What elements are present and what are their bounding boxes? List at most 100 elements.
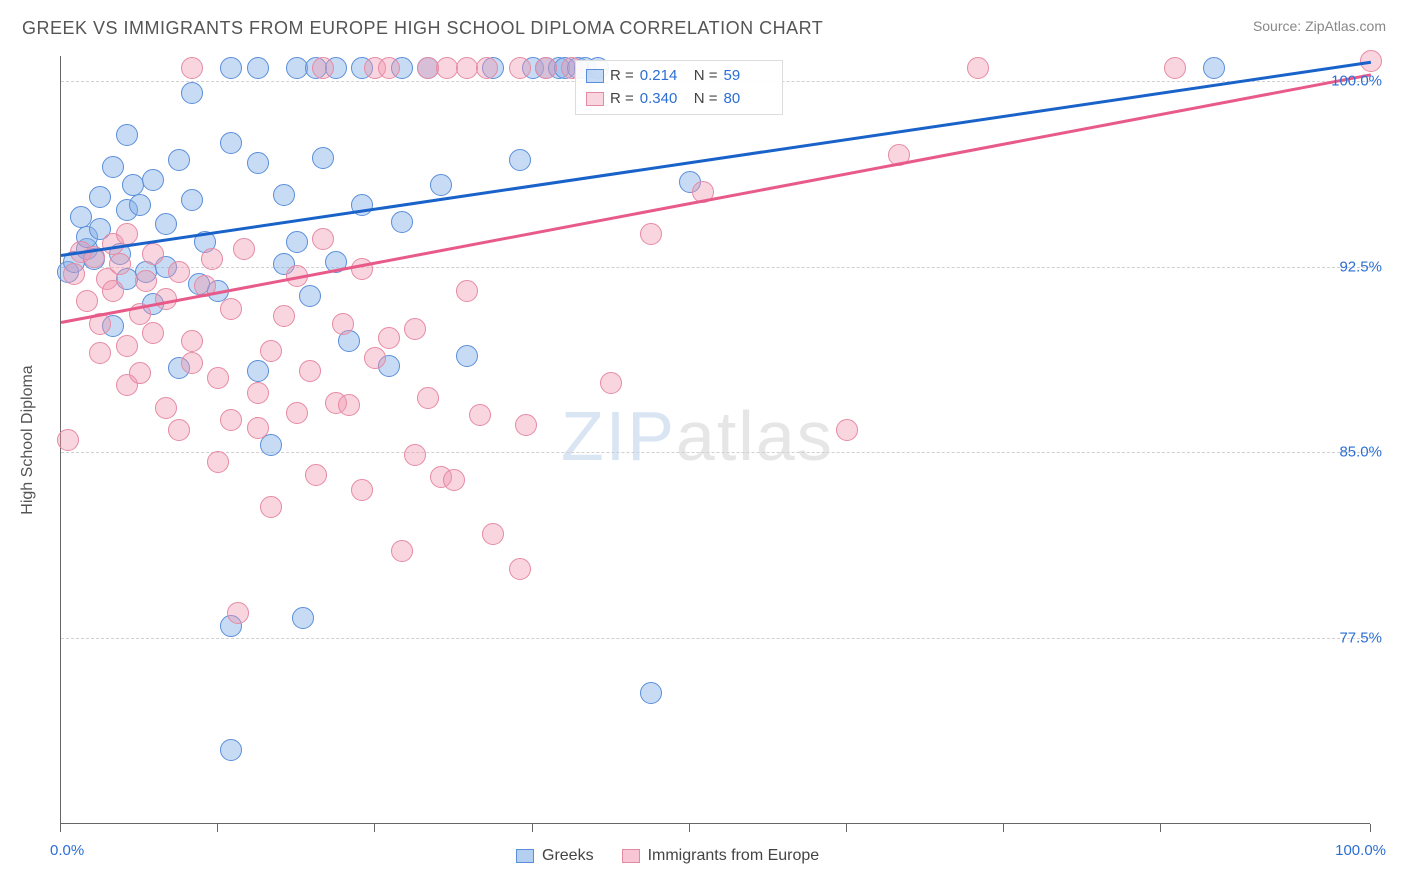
x-tick <box>1160 824 1161 832</box>
x-tick <box>532 824 533 832</box>
data-point <box>509 149 531 171</box>
legend-n-value: 59 <box>724 65 772 88</box>
x-tick <box>1003 824 1004 832</box>
chart-title: GREEK VS IMMIGRANTS FROM EUROPE HIGH SCH… <box>22 18 823 39</box>
data-point <box>299 360 321 382</box>
legend-r-label: R = <box>610 88 634 111</box>
x-tick <box>60 824 61 832</box>
legend-swatch <box>622 849 640 863</box>
data-point <box>443 469 465 491</box>
x-tick <box>689 824 690 832</box>
data-point <box>142 322 164 344</box>
data-point <box>836 419 858 441</box>
data-point <box>338 394 360 416</box>
data-point <box>181 57 203 79</box>
data-point <box>640 682 662 704</box>
data-point <box>89 342 111 364</box>
data-point <box>378 57 400 79</box>
x-tick <box>217 824 218 832</box>
data-point <box>220 739 242 761</box>
x-tick-label: 0.0% <box>50 842 84 859</box>
legend-swatch <box>586 69 604 83</box>
bottom-legend-item: Greeks <box>516 847 594 865</box>
data-point <box>286 231 308 253</box>
data-point <box>509 57 531 79</box>
legend-label: Greeks <box>542 847 594 865</box>
data-point <box>260 434 282 456</box>
data-point <box>417 387 439 409</box>
data-point <box>207 451 229 473</box>
data-point <box>378 327 400 349</box>
data-point <box>70 206 92 228</box>
legend-r-value: 0.214 <box>640 65 688 88</box>
data-point <box>515 414 537 436</box>
data-point <box>469 404 491 426</box>
data-point <box>168 419 190 441</box>
legend-label: Immigrants from Europe <box>648 847 820 865</box>
data-point <box>129 194 151 216</box>
data-point <box>292 607 314 629</box>
data-point <box>207 367 229 389</box>
data-point <box>227 602 249 624</box>
data-point <box>220 298 242 320</box>
data-point <box>102 156 124 178</box>
data-point <box>600 372 622 394</box>
data-point <box>220 409 242 431</box>
data-point <box>109 253 131 275</box>
data-point <box>220 57 242 79</box>
data-point <box>247 360 269 382</box>
data-point <box>476 57 498 79</box>
x-tick <box>374 824 375 832</box>
data-point <box>351 258 373 280</box>
data-point <box>220 132 242 154</box>
bottom-legend-item: Immigrants from Europe <box>622 847 820 865</box>
data-point <box>430 174 452 196</box>
data-point <box>332 313 354 335</box>
data-point <box>135 270 157 292</box>
data-point <box>181 189 203 211</box>
data-point <box>122 174 144 196</box>
legend-row: R =0.214N =59 <box>586 65 772 88</box>
y-tick-label: 77.5% <box>1339 630 1382 647</box>
data-point <box>312 228 334 250</box>
data-point <box>247 382 269 404</box>
data-point <box>640 223 662 245</box>
legend-n-value: 80 <box>724 88 772 111</box>
x-tick <box>846 824 847 832</box>
data-point <box>129 362 151 384</box>
data-point <box>168 149 190 171</box>
data-point <box>181 352 203 374</box>
watermark-zip: ZIP <box>561 397 676 475</box>
data-point <box>181 330 203 352</box>
data-point <box>364 347 386 369</box>
watermark-atlas: atlas <box>676 397 834 475</box>
data-point <box>142 169 164 191</box>
data-point <box>247 152 269 174</box>
gridline <box>61 267 1370 268</box>
correlation-legend: R = 0.214 N = 59R =0.340N =80 <box>575 60 783 115</box>
data-point <box>63 263 85 285</box>
data-point <box>312 147 334 169</box>
data-point <box>181 82 203 104</box>
y-tick-label: 100.0% <box>1331 72 1382 89</box>
data-point <box>535 57 557 79</box>
data-point <box>351 479 373 501</box>
data-point <box>273 184 295 206</box>
bottom-legend: Greeks Immigrants from Europe <box>516 847 819 865</box>
data-point <box>116 124 138 146</box>
data-point <box>155 213 177 235</box>
gridline <box>61 638 1370 639</box>
legend-n-label: N = <box>694 65 718 88</box>
legend-swatch <box>516 849 534 863</box>
data-point <box>142 243 164 265</box>
data-point <box>482 523 504 545</box>
legend-row: R =0.340N =80 <box>586 88 772 111</box>
data-point <box>233 238 255 260</box>
data-point <box>404 444 426 466</box>
y-tick-label: 92.5% <box>1339 258 1382 275</box>
data-point <box>286 402 308 424</box>
data-point <box>1164 57 1186 79</box>
data-point <box>391 211 413 233</box>
data-point <box>305 464 327 486</box>
data-point <box>201 248 223 270</box>
